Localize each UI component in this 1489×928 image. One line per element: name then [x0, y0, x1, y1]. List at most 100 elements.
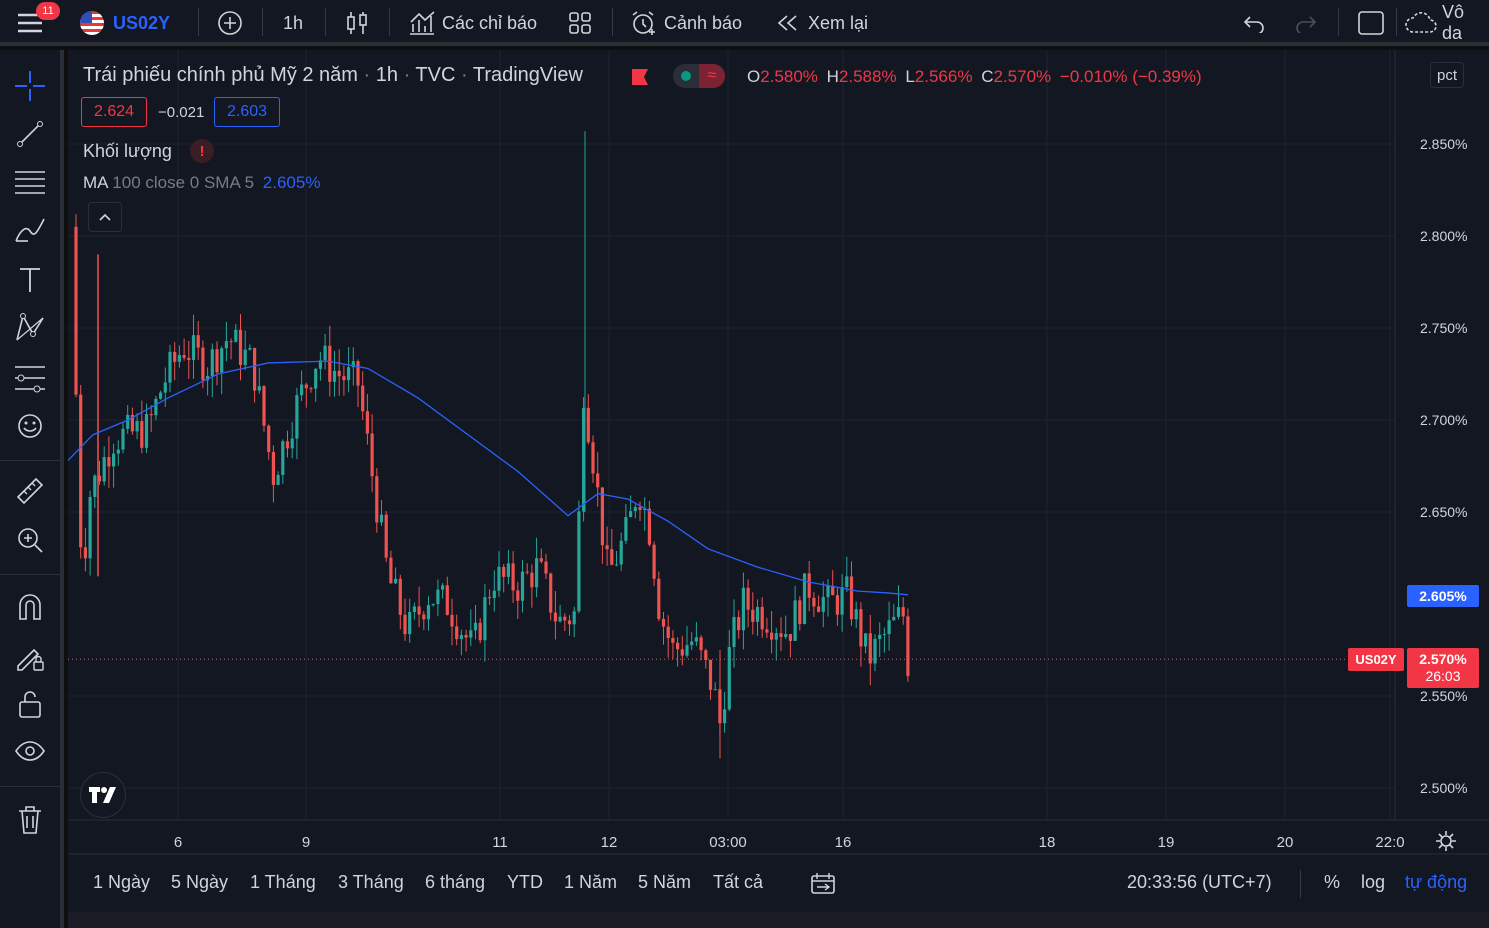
candle-body: [868, 633, 872, 664]
warning-icon[interactable]: !: [190, 139, 214, 163]
candle-body: [713, 689, 717, 691]
bid-box[interactable]: 2.624: [81, 97, 147, 127]
forecast-icon[interactable]: [12, 360, 48, 396]
interval-button[interactable]: 1h: [283, 12, 304, 33]
eye-icon[interactable]: [12, 734, 48, 770]
x-tick-label: 03:00: [709, 834, 747, 851]
magnet-icon[interactable]: [12, 590, 48, 626]
add-symbol-icon[interactable]: [216, 0, 244, 46]
range-button[interactable]: YTD: [507, 872, 543, 892]
log-toggle[interactable]: log: [1361, 872, 1386, 892]
redo-icon[interactable]: [1294, 0, 1318, 46]
auto-scale-toggle[interactable]: tự động: [1405, 872, 1468, 892]
smiley-icon[interactable]: [12, 408, 48, 444]
candle-body: [906, 616, 910, 677]
date-range-calendar-icon[interactable]: [810, 872, 836, 901]
symbol-search-button[interactable]: US02Y: [80, 0, 170, 46]
candle-body: [300, 384, 304, 396]
candle-body: [140, 421, 144, 448]
ruler-icon[interactable]: [12, 473, 48, 509]
fib-lines-icon[interactable]: [12, 164, 48, 200]
candle-body: [859, 609, 863, 647]
change-value: −0.010% (−0.39%): [1059, 67, 1202, 86]
candle-body: [342, 376, 346, 381]
candle-body: [873, 639, 877, 664]
candle-body: [426, 605, 431, 620]
crosshair-icon[interactable]: [12, 68, 48, 104]
undo-icon[interactable]: [1242, 0, 1266, 46]
ma-axis-label: 2.605%: [1407, 585, 1479, 607]
candle-body: [624, 517, 628, 541]
candle-body: [328, 345, 332, 382]
y-tick-label: 2.800%: [1420, 228, 1467, 244]
candle-body: [79, 394, 83, 548]
candle-body: [379, 514, 384, 523]
candle-body: [520, 571, 525, 601]
candle-body: [436, 589, 440, 605]
price-chart[interactable]: 2.850% 2.800% 2.750% 2.700% 2.650% 2.550% 2.50…: [68, 50, 1489, 912]
flag-icon: [631, 68, 649, 91]
indicators-icon: [408, 10, 436, 36]
range-button[interactable]: 1 Ngày: [93, 872, 151, 892]
candle-body: [285, 441, 290, 449]
range-button[interactable]: 1 Năm: [564, 872, 618, 892]
unlock-icon[interactable]: [12, 686, 48, 722]
candle-body: [896, 607, 901, 617]
clock-time[interactable]: 20:33:56 (UTC+7): [1127, 872, 1272, 892]
candle-body: [765, 629, 769, 633]
pattern-icon[interactable]: [12, 310, 48, 346]
range-button[interactable]: Tất cả: [713, 872, 764, 892]
candle-body: [365, 411, 369, 434]
candle-body: [159, 392, 163, 399]
market-status-pill[interactable]: ≈: [673, 64, 725, 88]
candle-body: [563, 616, 567, 621]
candle-body: [558, 616, 562, 622]
candle-body: [596, 473, 600, 488]
candle-body: [450, 614, 454, 627]
candle-body: [93, 475, 97, 497]
scale-mode-button[interactable]: pct: [1430, 62, 1464, 88]
percent-toggle[interactable]: %: [1324, 872, 1341, 892]
collapse-legend-button[interactable]: [88, 202, 122, 232]
indicators-button[interactable]: Các chỉ báo: [408, 0, 537, 46]
candle-body: [253, 347, 257, 391]
candle-body: [267, 425, 271, 452]
candle-body: [610, 549, 614, 565]
lock-drawing-icon[interactable]: [12, 638, 48, 674]
candle-body: [215, 349, 219, 373]
tradingview-logo[interactable]: [80, 772, 126, 818]
ma-line: [68, 360, 909, 596]
candle-body: [455, 626, 459, 640]
layout-window-icon[interactable]: [1357, 0, 1385, 46]
candle-body: [314, 368, 318, 389]
zoom-in-icon[interactable]: [12, 522, 48, 558]
replay-button[interactable]: Xem lại: [776, 0, 868, 46]
candle-body: [201, 347, 205, 381]
alerts-button[interactable]: Cảnh báo: [630, 0, 742, 46]
volume-legend-label: Khối lượng: [83, 141, 172, 161]
y-tick-label: 2.500%: [1420, 780, 1467, 796]
range-button[interactable]: 1 Tháng: [250, 872, 316, 892]
candles-icon[interactable]: [344, 0, 370, 46]
delayed-data-icon: ≈: [699, 64, 725, 88]
range-button[interactable]: 5 Ngày: [171, 872, 229, 892]
y-tick-label: 2.700%: [1420, 412, 1467, 428]
candle-body: [375, 476, 379, 523]
text-tool-icon[interactable]: [12, 262, 48, 298]
candle-body: [154, 398, 158, 416]
range-button[interactable]: 3 Tháng: [338, 872, 404, 892]
range-button[interactable]: 6 tháng: [425, 872, 486, 892]
range-button[interactable]: 5 Năm: [638, 872, 692, 892]
settings-gear-icon[interactable]: [1434, 829, 1458, 858]
trend-line-icon[interactable]: [12, 116, 48, 152]
candle-body: [661, 618, 666, 627]
candle-body: [281, 441, 285, 475]
layouts-icon[interactable]: [568, 0, 592, 46]
candle-body: [708, 659, 713, 690]
candle-body: [290, 438, 294, 449]
candle-body: [408, 611, 412, 635]
brush-icon[interactable]: [12, 212, 48, 248]
trash-icon[interactable]: [12, 802, 48, 838]
cloud-save-button[interactable]: Vô da: [1404, 0, 1489, 46]
ask-box[interactable]: 2.603: [214, 97, 280, 127]
